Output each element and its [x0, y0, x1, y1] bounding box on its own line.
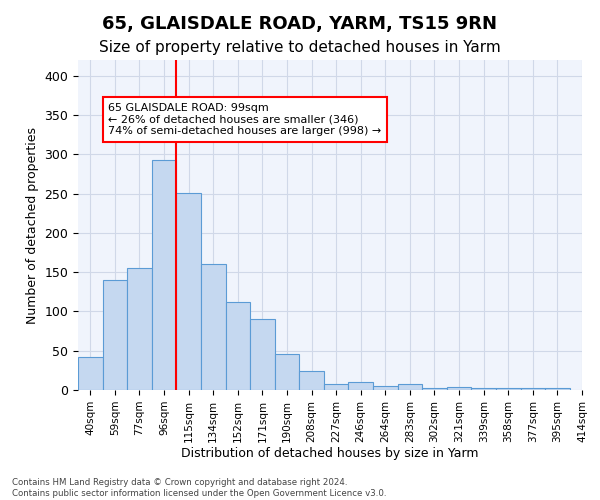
Bar	[127, 268, 152, 390]
Bar	[78, 357, 103, 390]
Bar	[299, 371, 324, 390]
Bar	[545, 388, 570, 390]
Bar	[472, 388, 496, 390]
Bar	[521, 388, 545, 390]
Bar	[373, 386, 398, 390]
Text: Contains HM Land Registry data © Crown copyright and database right 2024.
Contai: Contains HM Land Registry data © Crown c…	[12, 478, 386, 498]
Bar	[275, 354, 299, 390]
Bar	[152, 160, 176, 390]
Bar	[250, 318, 275, 390]
X-axis label: Distribution of detached houses by size in Yarm: Distribution of detached houses by size …	[181, 448, 479, 460]
Bar	[398, 384, 422, 390]
Bar	[422, 388, 447, 390]
Bar	[226, 302, 250, 390]
Bar	[447, 387, 472, 390]
Bar	[349, 382, 373, 390]
Bar	[176, 193, 201, 390]
Bar	[201, 264, 226, 390]
Bar	[324, 384, 349, 390]
Bar	[496, 388, 521, 390]
Text: 65, GLAISDALE ROAD, YARM, TS15 9RN: 65, GLAISDALE ROAD, YARM, TS15 9RN	[103, 15, 497, 33]
Y-axis label: Number of detached properties: Number of detached properties	[26, 126, 39, 324]
Text: 65 GLAISDALE ROAD: 99sqm
← 26% of detached houses are smaller (346)
74% of semi-: 65 GLAISDALE ROAD: 99sqm ← 26% of detach…	[108, 103, 382, 136]
Text: Size of property relative to detached houses in Yarm: Size of property relative to detached ho…	[99, 40, 501, 55]
Bar	[103, 280, 127, 390]
